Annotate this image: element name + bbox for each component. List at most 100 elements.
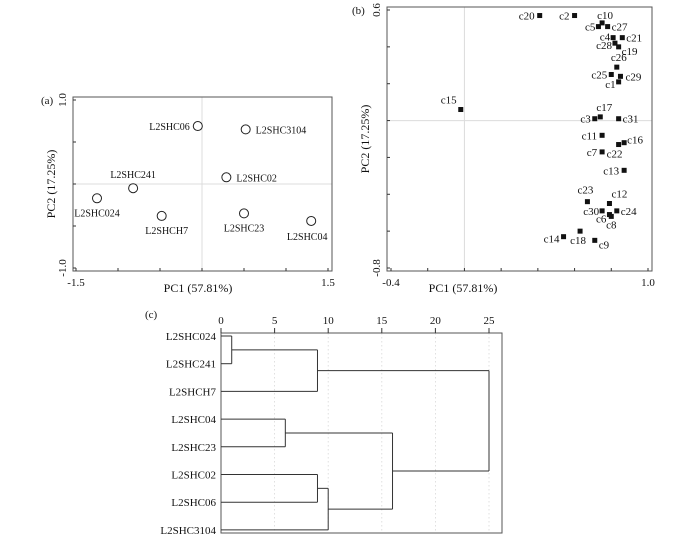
point-label: c16 <box>627 135 643 147</box>
point-marker <box>616 116 622 122</box>
a-point-L2SHC23: L2SHC23 <box>224 208 265 234</box>
b-point-c16: c16 <box>621 135 644 147</box>
point-label: c28 <box>596 40 612 52</box>
point-label: L2SHC024 <box>74 208 120 219</box>
point-label: c5 <box>585 22 596 34</box>
b-point-c8: c8 <box>606 213 617 231</box>
b-point-c28: c28 <box>596 40 618 52</box>
point-marker <box>240 124 251 135</box>
panel-b-pca-compounds: (b) -0.4 1.0 -0.8 0.6 PC1 (57.81%) PC2 (… <box>352 3 655 295</box>
xtick-label: 5 <box>272 315 278 327</box>
point-marker <box>221 172 232 183</box>
xtick-label: 10 <box>323 315 335 327</box>
point-label: c19 <box>622 46 638 58</box>
panel-b-ytick-label-min: -0.8 <box>371 259 383 277</box>
b-point-c21: c21 <box>619 33 642 45</box>
xtick-label: 20 <box>430 315 442 327</box>
b-point-c17: c17 <box>596 102 613 120</box>
panel-c-label: (c) <box>145 309 158 321</box>
xtick-label: 0 <box>218 315 224 327</box>
a-point-L2SHC06: L2SHC06 <box>149 121 203 133</box>
panel-c-axis: 0 5 10 15 20 25 <box>218 315 495 333</box>
point-marker <box>92 193 102 204</box>
point-marker <box>619 35 625 41</box>
point-marker <box>616 44 622 50</box>
b-point-c12: c12 <box>606 189 628 206</box>
merge-link-m7 <box>317 370 490 472</box>
panel-a-ytick-label-min: -1.0 <box>57 259 69 277</box>
merge-link-m6 <box>285 432 394 510</box>
point-marker <box>599 149 605 155</box>
point-marker <box>128 183 139 194</box>
a-point-L2SHC02: L2SHC02 <box>221 172 277 184</box>
point-label: c11 <box>582 130 597 142</box>
point-marker <box>614 208 620 214</box>
point-label: c20 <box>519 11 535 23</box>
point-label: c23 <box>577 185 593 197</box>
panel-b-xtick-label-min: -0.4 <box>382 277 400 289</box>
point-label: c12 <box>612 189 628 201</box>
point-marker <box>584 199 590 205</box>
point-marker <box>599 208 605 214</box>
b-point-c10: c10 <box>597 10 614 26</box>
point-marker <box>605 24 611 30</box>
b-point-c29: c29 <box>617 71 642 83</box>
b-point-c23: c23 <box>577 185 594 205</box>
leaf-label-L2SHC06: L2SHC06 <box>171 497 216 509</box>
point-marker <box>616 142 622 148</box>
point-marker <box>592 237 598 243</box>
leaf-label-L2SHCH7: L2SHCH7 <box>169 386 217 398</box>
merge-link-m1 <box>221 335 233 365</box>
point-label: L2SHC3104 <box>256 125 307 136</box>
b-point-c1: c1 <box>605 79 622 91</box>
panel-b-label: (b) <box>352 5 365 17</box>
leaf-label-L2SHC04: L2SHC04 <box>171 414 216 426</box>
leaf-label-L2SHC024: L2SHC024 <box>166 331 217 343</box>
panel-a-xtick-label-max: 1.5 <box>321 277 335 289</box>
point-label: c22 <box>607 149 623 161</box>
panel-a-x-axis-label: PC1 (57.81%) <box>164 281 233 295</box>
b-point-c25: c25 <box>591 70 614 82</box>
b-point-c24: c24 <box>614 206 637 218</box>
b-point-c5: c5 <box>585 22 601 34</box>
b-point-c9: c9 <box>592 237 610 251</box>
point-marker <box>458 107 464 113</box>
panel-a-xtick-label-min: -1.5 <box>67 277 85 289</box>
merge-link-m4 <box>221 474 318 503</box>
panel-b-ticks <box>387 9 649 271</box>
b-point-c27: c27 <box>605 22 628 34</box>
panel-c-dendrogram: (c) 0 5 10 15 20 25 L2SHC024L2SHC241L2SHCH7L2… <box>145 309 503 536</box>
merge-link-m2 <box>221 349 318 392</box>
b-point-c20: c20 <box>519 11 543 23</box>
b-point-c30: c30 <box>583 206 605 218</box>
panel-a-pca-samples: (a) -1.5 1.5 -1.0 1.0 PC1 (57.81%) PC2 (… <box>41 93 335 295</box>
point-label: c15 <box>441 95 457 107</box>
a-point-L2SHCH7: L2SHCH7 <box>145 210 188 237</box>
point-label: c1 <box>605 79 615 91</box>
point-label: c6 <box>596 214 607 226</box>
b-point-c19: c19 <box>616 44 638 58</box>
b-point-c4: c4 <box>600 32 616 44</box>
xtick-label: 25 <box>484 315 496 327</box>
panel-a-label: (a) <box>41 95 54 107</box>
panel-a-ticks <box>73 99 329 271</box>
point-marker <box>537 13 543 19</box>
point-label: L2SHC241 <box>110 170 156 181</box>
b-point-c18: c18 <box>570 228 587 247</box>
merge-link-m3 <box>221 418 286 448</box>
b-point-c22: c22 <box>607 142 623 161</box>
point-label: c18 <box>570 235 586 247</box>
point-marker <box>608 72 614 77</box>
point-marker <box>192 121 203 132</box>
point-label: c7 <box>587 147 598 159</box>
point-label: c17 <box>596 102 612 114</box>
point-marker <box>156 210 167 221</box>
point-label: L2SHCH7 <box>145 226 188 237</box>
point-label: c24 <box>621 206 637 218</box>
point-marker <box>592 116 598 122</box>
point-label: L2SHC23 <box>224 223 265 234</box>
point-label: c10 <box>597 10 613 22</box>
point-marker <box>561 234 567 240</box>
a-point-L2SHC04: L2SHC04 <box>287 215 327 243</box>
